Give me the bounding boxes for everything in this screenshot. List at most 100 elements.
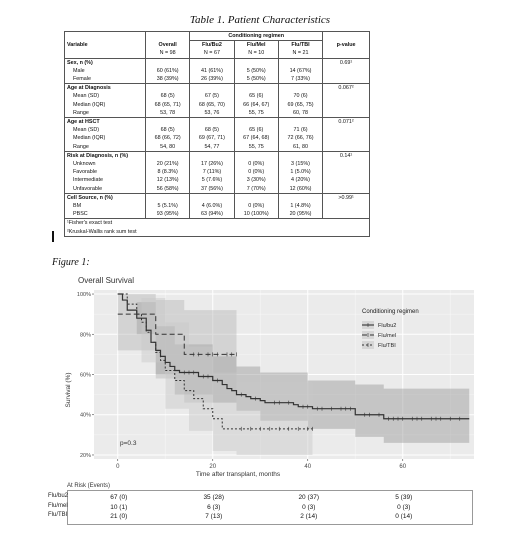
axis-ticks: 0 20 40 60 100% 80% 60% 40% 20% xyxy=(77,292,407,470)
table-cell: 20 (21%) xyxy=(145,160,191,169)
table-cell: 68 (5) xyxy=(145,126,191,135)
group-label: Age at Diagnosis xyxy=(65,83,147,93)
p-value-cell xyxy=(323,134,369,142)
table-row: Range 53, 78 53, 76 55, 75 60, 78 xyxy=(65,108,369,118)
at-risk-count: 5 (39) xyxy=(395,494,413,501)
table-row: PBSC 93 (95%) 63 (94%) 10 (100%) 20 (95%) xyxy=(65,210,369,219)
table-row: Median (IQR) 68 (66, 72) 69 (67, 71) 67 (64… xyxy=(65,134,369,143)
legend-label: Flu/TBI xyxy=(378,343,396,349)
at-risk-count: 7 (13) xyxy=(205,513,223,520)
table-cell: 66 (64, 67) xyxy=(234,100,279,109)
table-cell: 67 (64, 68) xyxy=(234,134,279,143)
at-risk-count: 0 (3) xyxy=(397,503,411,511)
y-tick-label: 100% xyxy=(77,292,91,298)
p-value-cell: 0.071² xyxy=(322,117,369,127)
row-label: Female xyxy=(65,75,147,84)
table-cell: 60 (61%) xyxy=(145,66,191,76)
table-cell: 56 (58%) xyxy=(145,184,191,194)
p-value-cell: 0.067² xyxy=(322,83,369,93)
table-cell: 3 (15%) xyxy=(278,160,324,169)
table-cell: 63 (94%) xyxy=(189,210,235,219)
table-cell: 1 (4.8%) xyxy=(278,202,324,211)
figure-caption: Figure 1: xyxy=(52,257,90,268)
survival-curve xyxy=(117,293,470,420)
table-cell: 26 (39%) xyxy=(189,75,235,84)
table-cell: 5 (50%) xyxy=(234,66,279,76)
table-row: Mean (SD) 68 (5) 67 (5) 65 (6) 70 (6) xyxy=(65,92,369,101)
at-risk-count: 0 (3) xyxy=(302,503,316,511)
table-cell: 0 (0%) xyxy=(234,168,279,177)
p-value-cell xyxy=(323,101,369,109)
flu-tbi-n: N = 21 xyxy=(278,49,324,59)
patient-characteristics-table: Conditioning regimen Variable Overall Fl… xyxy=(64,31,370,237)
table-cell xyxy=(145,150,191,161)
group-label: Age at HSCT xyxy=(65,117,147,127)
table-cell: 3 (30%) xyxy=(234,176,279,185)
overall-header: Overall xyxy=(145,40,191,50)
at-risk-title: At Risk (Events) xyxy=(67,483,111,489)
row-label: Unknown xyxy=(65,160,147,169)
flu-mel-header: Flu/Mel xyxy=(234,40,279,50)
p-value-cell xyxy=(323,67,369,75)
table-cell xyxy=(145,83,191,93)
row-label: Mean (SD) xyxy=(65,126,147,135)
p-value-cell xyxy=(323,210,369,219)
table-cell xyxy=(278,57,324,67)
p-value-cell xyxy=(323,185,369,194)
table-row: BM 5 (5.1%) 4 (6.0%) 0 (0%) 1 (4.8%) xyxy=(65,202,369,211)
survival-curves xyxy=(117,293,470,431)
table-cell xyxy=(278,192,324,203)
table-cell xyxy=(145,117,191,127)
table-cell: 55, 75 xyxy=(234,108,279,118)
at-risk-table: Flu/bu2 67 (0) 35 (28) 20 (37) 5 (39) Flu/mel… xyxy=(48,490,473,525)
table-cell: 93 (95%) xyxy=(145,210,191,219)
table-cell: 68 (5) xyxy=(189,126,235,135)
row-label: Range xyxy=(65,142,147,152)
group-row: Sex, n (%) 0.69¹ xyxy=(65,57,369,67)
table-cell xyxy=(278,83,324,93)
p-value-cell xyxy=(323,92,369,100)
row-label: Intermediate xyxy=(65,176,147,185)
table-cell xyxy=(278,150,324,161)
at-risk-count: 67 (0) xyxy=(110,494,128,501)
table-cell: 0 (0%) xyxy=(234,160,279,169)
at-risk-count: 35 (28) xyxy=(203,494,225,501)
at-risk-count: 10 (1) xyxy=(110,503,128,511)
table-cell xyxy=(189,150,235,161)
table-cell: 54, 80 xyxy=(145,142,191,152)
group-label: Sex, n (%) xyxy=(65,57,147,67)
table-row: Unfavorable 56 (58%) 37 (56%) 7 (70%) 12 (60… xyxy=(65,184,369,194)
table-cell: 72 (66, 76) xyxy=(278,134,324,143)
at-risk-count: 21 (0) xyxy=(110,513,128,520)
at-risk-count: 6 (3) xyxy=(207,503,221,511)
overall-survival-chart: Overall Survival 0 20 40 60 100% 80% 60% 40% 20%… xyxy=(65,276,474,478)
p-value-cell xyxy=(323,126,369,134)
p-value-cell: 0.69¹ xyxy=(322,57,369,67)
table-cell: 55, 75 xyxy=(234,142,279,152)
p-value-cell: 0.14¹ xyxy=(322,150,369,161)
row-label: Mean (SD) xyxy=(65,92,147,101)
table-cell xyxy=(278,117,324,127)
chart-title: Overall Survival xyxy=(78,276,134,285)
table-cell xyxy=(189,57,235,67)
table-cell: 65 (6) xyxy=(234,126,279,135)
table-cell: 14 (67%) xyxy=(278,66,324,76)
row-label: Unfavorable xyxy=(65,184,147,194)
p-value-cell xyxy=(323,160,369,168)
table-row: Female 38 (39%) 26 (39%) 5 (50%) 7 (33%) xyxy=(65,75,369,84)
conditioning-regimen-header: Conditioning regimen xyxy=(189,32,323,42)
at-risk-row-label: Flu/bu2 xyxy=(48,493,69,499)
at-risk-row-label: Flu/TBI xyxy=(48,512,68,518)
flu-bu2-n: N = 67 xyxy=(189,49,235,59)
text-cursor xyxy=(52,231,54,242)
table-row: Intermediate 12 (13%) 5 (7.6%) 3 (30%) 4 (20… xyxy=(65,176,369,185)
table-cell: 7 (33%) xyxy=(278,75,324,84)
table-cell: 54, 77 xyxy=(189,142,235,152)
p-value-annotation: p=0.3 xyxy=(120,440,137,447)
at-risk-count: 0 (14) xyxy=(395,513,413,520)
at-risk-row-label: Flu/mel xyxy=(48,502,68,509)
row-label: Favorable xyxy=(65,168,147,177)
table-cell: 0 (0%) xyxy=(234,202,279,211)
table-cell: 10 (100%) xyxy=(234,210,279,219)
table-cell xyxy=(234,57,279,67)
